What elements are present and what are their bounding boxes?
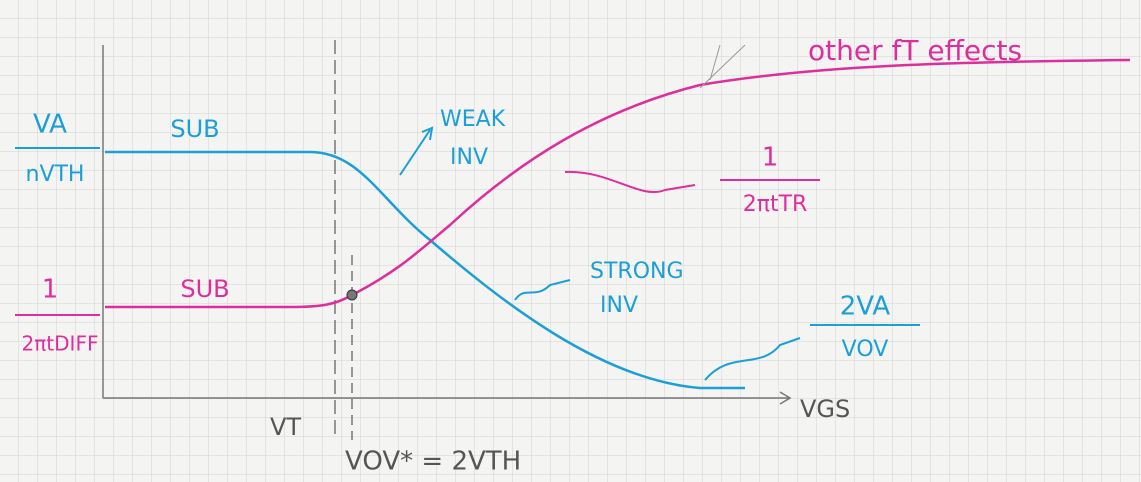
vov-label: VOV* = 2VTH — [345, 447, 521, 477]
weak-label: INV — [450, 145, 488, 170]
pink-sub-label: SUB — [180, 275, 229, 303]
end-denominator: VOV — [842, 337, 889, 362]
lower-numerator: 1 — [42, 275, 59, 305]
strong-label: STRONG — [590, 259, 684, 284]
vt-label: VT — [270, 413, 301, 441]
x-axis-label: VGS — [800, 395, 850, 423]
sketch: VA nVTH 1 2πtDIFF SUB SUB WEAK INV STRON… — [0, 0, 1141, 482]
threshold-dot — [347, 290, 357, 300]
top-note: other fT effects — [808, 34, 1022, 67]
tr-numerator: 1 — [762, 143, 779, 173]
tr-denominator: 2πtTR — [743, 192, 808, 217]
strong-label: INV — [600, 293, 638, 318]
blue-sub-label: SUB — [170, 115, 219, 143]
lower-denominator: 2πtDIFF — [22, 332, 99, 356]
grid-paper — [0, 0, 1141, 482]
weak-label: WEAK — [440, 107, 506, 132]
page: {"axes": {"x_label": "VGS"}, "left_label… — [0, 0, 1141, 482]
upper-denominator: nVTH — [26, 162, 85, 187]
end-numerator: 2VA — [840, 292, 891, 322]
upper-numerator: VA — [33, 110, 67, 140]
